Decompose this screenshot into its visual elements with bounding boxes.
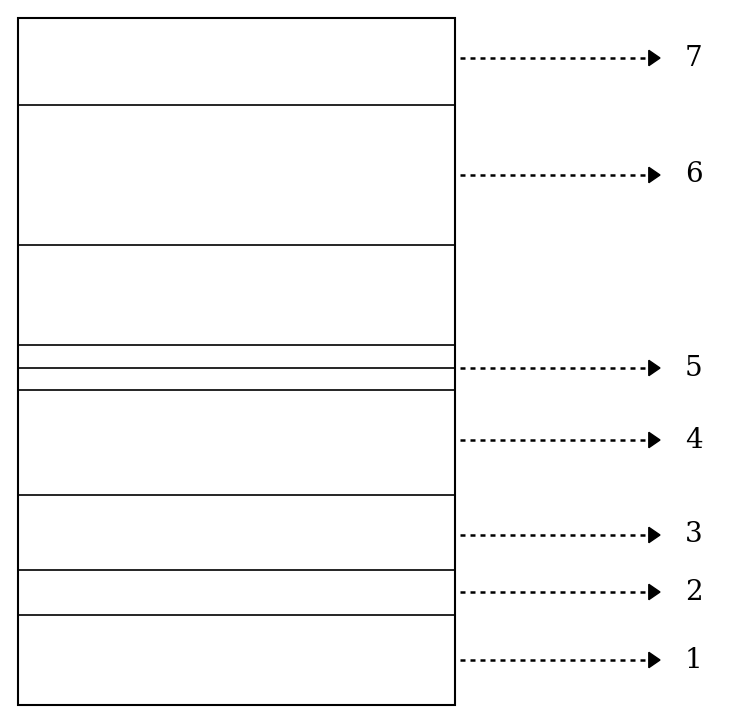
Polygon shape xyxy=(649,433,660,448)
Text: 1: 1 xyxy=(685,647,703,673)
Text: 7: 7 xyxy=(685,45,703,71)
Text: 6: 6 xyxy=(685,162,703,188)
Polygon shape xyxy=(649,167,660,182)
Text: 4: 4 xyxy=(685,427,703,454)
Text: 3: 3 xyxy=(685,521,703,549)
Text: 5: 5 xyxy=(685,355,703,381)
Polygon shape xyxy=(649,584,660,600)
Polygon shape xyxy=(649,50,660,66)
Text: 2: 2 xyxy=(685,578,703,606)
Polygon shape xyxy=(649,527,660,543)
Polygon shape xyxy=(649,653,660,668)
Bar xyxy=(18,18,455,705)
Polygon shape xyxy=(649,360,660,376)
